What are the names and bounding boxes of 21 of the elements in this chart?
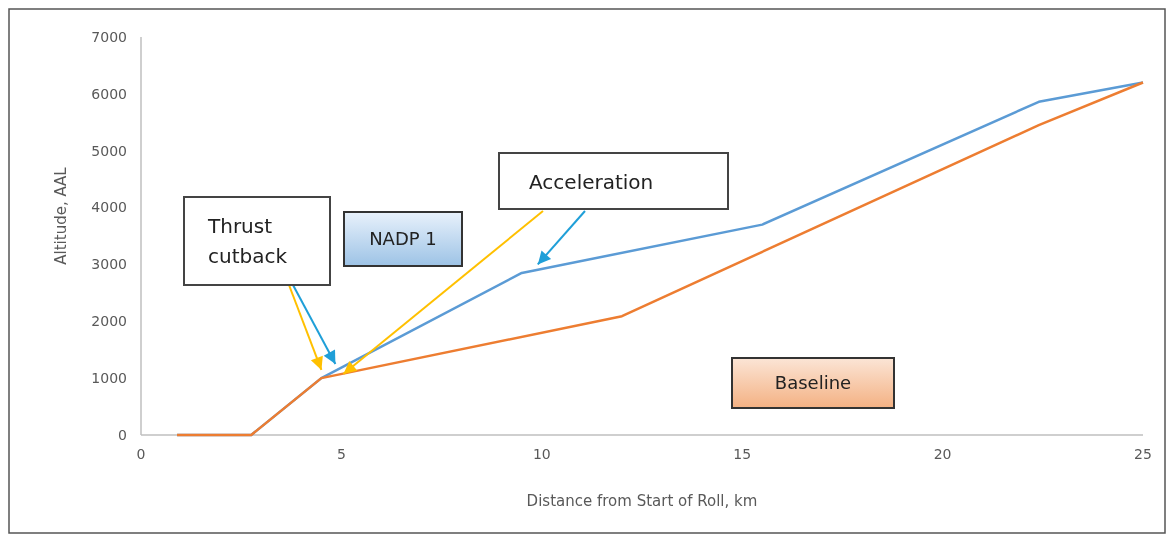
line-series <box>175 81 1145 437</box>
x-tick-label: 5 <box>336 446 346 462</box>
y-tick-label: 3000 <box>91 256 127 273</box>
x-axis-title: Distance from Start of Roll, km <box>526 492 758 510</box>
annotation: Thrust cutback <box>207 214 288 268</box>
annotation: Acceleration <box>529 170 654 194</box>
x-tick-label: 15 <box>733 446 752 462</box>
y-tick-label: 1000 <box>91 370 127 387</box>
y-tick-label: 2000 <box>91 313 127 330</box>
x-tick-label: 0 <box>136 446 146 462</box>
y-tick-label: 0 <box>118 426 127 443</box>
y-tick-label: 4000 <box>91 199 127 216</box>
y-tick-label: 5000 <box>91 142 127 159</box>
y-tick-label: 6000 <box>91 85 127 102</box>
x-tick-label: 20 <box>933 446 952 462</box>
text: NADP 1 <box>369 228 437 250</box>
y-tick-label: 7000 <box>91 28 127 45</box>
x-tick-label: 10 <box>532 446 551 462</box>
y-axis-title: Altitude, AAL <box>52 166 70 265</box>
x-tick-label: 25 <box>1134 446 1152 462</box>
text: Baseline <box>774 372 852 394</box>
